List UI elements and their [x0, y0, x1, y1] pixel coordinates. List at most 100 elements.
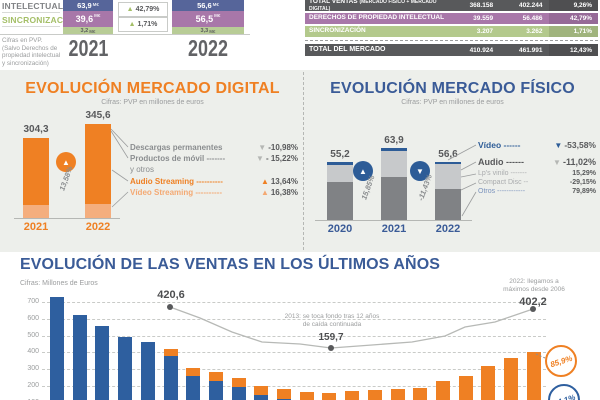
- bar-fisico-2002: [72, 315, 87, 400]
- top-section: INTELECTUAL SINCRONIZACIÓN Cifras en PVP…: [0, 0, 600, 70]
- fisico-bar-2022: [435, 162, 461, 220]
- growth-value: 42,79%: [135, 6, 160, 13]
- legend-label: Otros ------------: [478, 188, 526, 195]
- legend-row-productos-movil: Productos de móvil ------- ▼ - 15,22%: [130, 154, 298, 163]
- legend-row-video: Vídeo ------ ▼ -53,58%: [478, 140, 596, 150]
- table-dashed-divider: [305, 40, 598, 41]
- growth-box-sincro: ▲ 1,71%: [118, 17, 168, 32]
- annotation-2013-note: 2013: se toca fondo tras 12 años de caíd…: [284, 313, 380, 328]
- badge-fisico-share-value: 14,1%: [551, 392, 577, 400]
- annotation-2022-value: 402,2: [519, 296, 547, 308]
- year-2021-big: 2021: [68, 35, 109, 61]
- row-label: DERECHOS DE PROPIEDAD INTELECTUAL: [309, 14, 445, 22]
- fisico-year-2022: 2022: [435, 223, 461, 235]
- digital-title: EVOLUCIÓN MERCADO DIGITAL: [25, 80, 280, 97]
- legend-label: y otros: [130, 165, 155, 174]
- legend-label: Descargas permanentes: [130, 143, 223, 152]
- bar-fisico-2001: [50, 296, 64, 400]
- pct-value: 9,26%: [548, 0, 598, 11]
- up-arrow-icon: ▲: [126, 6, 134, 13]
- fisico-year-2020: 2020: [327, 223, 353, 235]
- value-2022: 461.991: [519, 46, 543, 54]
- bar-digital-2013: [322, 392, 337, 400]
- market-table: TOTAL VENTAS (MERCADO FÍSICO + MERCADO D…: [305, 0, 598, 58]
- value-2021: 368.158: [469, 2, 494, 9]
- gridline-200: [42, 386, 546, 387]
- legend-row-lps-vinilo: Lp's vinilo ------- 15,29%: [478, 170, 596, 177]
- legend-row-descargas: Descargas permanentes ▼ -10,98%: [130, 143, 298, 152]
- fisico-subtitle: Cifras: PVP en millones de euros: [401, 99, 504, 106]
- ventas-subtitle: Cifras: Millones de Euros: [20, 280, 98, 287]
- ventas-chart: 700 600 500 400 300 200 100 420,6 2013: se toc…: [0, 252, 600, 400]
- gridline-300: [42, 369, 546, 371]
- top-baseline: [0, 34, 250, 35]
- down-arrow-icon: ▼: [553, 157, 561, 167]
- fisico-bar-2021: [381, 148, 407, 220]
- bar-fisico-2011: [277, 398, 291, 400]
- up-arrow-icon: ▲: [359, 166, 367, 176]
- panel-divider: [303, 72, 304, 250]
- bar-fisico-2006: [163, 356, 178, 400]
- fisico-band-2021: 63,9 M€: [63, 0, 113, 11]
- legend-label: Productos de móvil -------: [130, 154, 226, 163]
- fisico-year-2021: 2021: [381, 223, 407, 235]
- value-2021: 3.207: [476, 28, 494, 35]
- legend-value: -53,58%: [564, 140, 596, 150]
- pvp-note: Cifras en PVP. (Salvo Derechos de propie…: [2, 37, 61, 67]
- up-arrow-icon: ▲: [260, 188, 269, 197]
- derechos-value-2022: 56,5: [195, 14, 214, 24]
- unit-label: M€: [92, 2, 99, 7]
- legend-row-video-streaming: Vídeo Streaming ---------- ▲ 16,38%: [130, 188, 298, 197]
- pct-value: 12,43%: [548, 44, 598, 56]
- sincronizacion-label: SINCRONIZACIÓN: [2, 15, 79, 27]
- legend-row-otros: Otros ------------ 79,89%: [478, 188, 596, 195]
- sincro-value-2021: 3,2: [80, 27, 89, 34]
- intelectual-label: INTELECTUAL: [2, 1, 64, 13]
- fisico-value-2022: 56,6: [197, 1, 212, 10]
- legend-label: Compact Disc --: [478, 179, 529, 186]
- digital-bar-2021: [23, 138, 49, 218]
- video-streaming-segment: [85, 204, 111, 218]
- fisico-growth-circle-down: ▼: [410, 161, 430, 181]
- y-tick-400: 400: [27, 348, 39, 356]
- bar-digital-2009: [231, 377, 246, 387]
- bar-digital-2018: [435, 380, 450, 400]
- bar-digital-2021: [504, 357, 518, 400]
- derechos-value-2021: 39,6: [75, 14, 94, 24]
- derechos-band-2022: 56,5 M€: [172, 11, 244, 27]
- bar-digital-2015: [367, 389, 382, 400]
- derechos-band-2021: 39,6 M€: [63, 11, 113, 27]
- fisico-band-2022: 56,6 M€: [172, 0, 244, 11]
- row-label: TOTAL DEL MERCADO: [309, 45, 386, 53]
- down-arrow-icon: ▼: [256, 154, 264, 163]
- up-arrow-icon: ▲: [62, 157, 70, 167]
- bar-digital-2014: [345, 391, 360, 400]
- legend-label: Vídeo Streaming ----------: [130, 188, 222, 197]
- bar-digital-2010: [254, 386, 269, 396]
- bar-digital-2006: [163, 348, 178, 357]
- legend-value: -29,15%: [569, 179, 596, 186]
- bar-digital-2022: [526, 352, 541, 400]
- table-row-derechos: DERECHOS DE PROPIEDAD INTELECTUAL 39.559…: [305, 13, 598, 24]
- badge-digital-share-value: 85,9%: [548, 353, 574, 369]
- stack-2021: 63,9 M€ 39,6 M€ 3,2 M€: [63, 0, 113, 34]
- segment-audio: [327, 182, 353, 220]
- bar-fisico-2010: [254, 395, 269, 400]
- legend-value: -11,02%: [562, 157, 596, 167]
- value-2022: 402.244: [519, 2, 543, 9]
- legend-value: 16,38%: [270, 188, 298, 197]
- bar-digital-2007: [186, 367, 201, 376]
- legend-value: 79,89%: [572, 188, 596, 195]
- table-row-sincronizacion: SINCRONIZACIÓN 3.207 3.262 1,71%: [305, 26, 598, 37]
- digital-axis: [14, 218, 120, 219]
- y-tick-100: 100: [12, 399, 39, 400]
- y-tick-500: 500: [27, 331, 39, 339]
- y-tick-700: 700: [27, 298, 39, 305]
- segment-compact-disc: [381, 151, 407, 177]
- legend-label: Audio ------: [478, 157, 524, 167]
- digital-year-2022: 2022: [85, 221, 111, 233]
- segment-compact-disc: [327, 165, 353, 182]
- year-2022-big: 2022: [188, 35, 228, 61]
- bar-fisico-2003: [95, 325, 110, 400]
- row-label: TOTAL VENTAS: [309, 0, 358, 5]
